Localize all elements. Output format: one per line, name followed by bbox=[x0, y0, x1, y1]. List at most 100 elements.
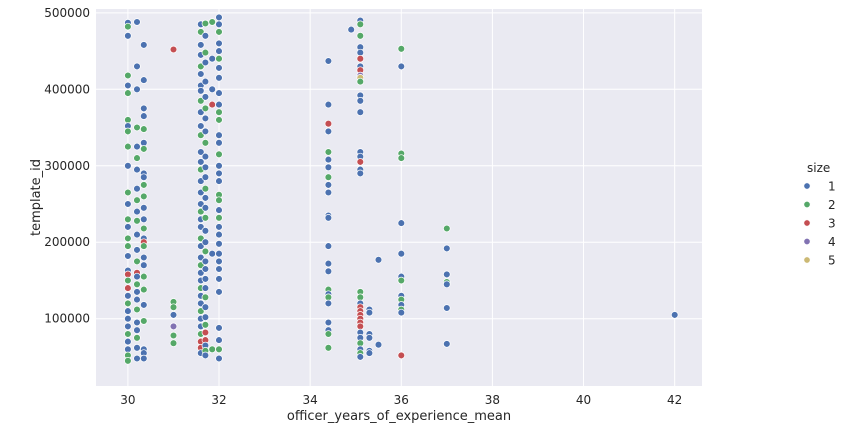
scatter-point bbox=[215, 116, 223, 124]
scatter-point bbox=[201, 114, 210, 123]
scatter-point bbox=[124, 284, 132, 292]
scatter-point bbox=[201, 173, 210, 181]
scatter-point bbox=[140, 354, 148, 363]
scatter-point bbox=[324, 267, 333, 276]
scatter-point bbox=[201, 321, 210, 329]
scatter-point bbox=[201, 293, 210, 302]
scatter-point bbox=[140, 215, 148, 224]
scatter-point bbox=[133, 344, 141, 352]
scatter-point bbox=[201, 247, 210, 256]
scatter-point bbox=[201, 194, 210, 202]
scatter-point bbox=[133, 165, 141, 174]
scatter-point bbox=[356, 108, 365, 116]
scatter-point bbox=[140, 204, 148, 212]
scatter-point bbox=[201, 32, 210, 40]
scatter-point bbox=[356, 32, 365, 40]
scatter-point bbox=[133, 154, 141, 162]
scatter-point bbox=[201, 214, 210, 222]
scatter-point bbox=[443, 304, 451, 312]
scatter-point bbox=[133, 334, 141, 342]
scatter-point bbox=[215, 196, 223, 204]
scatter-point bbox=[197, 41, 205, 49]
x-tick-label: 40 bbox=[576, 393, 591, 407]
scatter-point bbox=[201, 284, 210, 292]
y-tick-label: 400000 bbox=[44, 82, 90, 96]
scatter-point bbox=[215, 39, 223, 48]
scatter-point bbox=[133, 184, 141, 193]
scatter-point bbox=[124, 242, 132, 250]
scatter-point bbox=[374, 256, 383, 264]
plot-background bbox=[96, 9, 702, 386]
x-tick-label: 38 bbox=[485, 393, 500, 407]
scatter-point bbox=[201, 257, 210, 266]
scatter-point bbox=[215, 47, 223, 55]
scatter-point bbox=[124, 330, 132, 338]
scatter-point bbox=[124, 357, 132, 365]
scatter-point bbox=[215, 108, 223, 116]
scatter-point bbox=[124, 276, 132, 285]
scatter-point bbox=[133, 207, 141, 216]
scatter-point bbox=[324, 344, 333, 352]
scatter-point bbox=[124, 337, 132, 346]
scatter-point bbox=[365, 308, 374, 317]
x-tick-label: 36 bbox=[394, 393, 409, 407]
x-tick-labels: 30 32 34 36 38 40 42 bbox=[120, 393, 682, 407]
y-axis-label: template_id bbox=[29, 159, 44, 236]
scatter-point bbox=[124, 32, 132, 40]
scatter-point bbox=[324, 100, 333, 109]
scatter-point bbox=[356, 97, 365, 105]
legend-marker bbox=[803, 256, 811, 264]
scatter-point bbox=[215, 324, 223, 332]
scatter-point bbox=[140, 261, 148, 269]
scatter-point bbox=[201, 265, 210, 273]
scatter-point bbox=[124, 307, 132, 315]
scatter-point bbox=[124, 200, 132, 208]
scatter-point bbox=[397, 154, 406, 162]
scatter-point bbox=[133, 217, 141, 225]
scatter-point bbox=[133, 62, 141, 71]
scatter-point bbox=[133, 288, 141, 296]
scatter-point bbox=[356, 158, 365, 166]
legend-entries: 1 2 3 4 5 bbox=[803, 180, 836, 268]
scatter-point bbox=[324, 259, 333, 268]
scatter-point bbox=[201, 48, 210, 57]
scatter-point bbox=[215, 288, 223, 296]
scatter-point bbox=[347, 25, 355, 34]
scatter-point bbox=[140, 285, 148, 294]
scatter-point bbox=[201, 303, 210, 311]
scatter-point bbox=[201, 93, 210, 101]
scatter-point bbox=[201, 275, 210, 283]
scatter-point bbox=[133, 305, 141, 314]
scatter-point bbox=[140, 301, 148, 309]
legend-marker bbox=[803, 219, 811, 227]
scatter-point bbox=[215, 89, 223, 97]
scatter-point bbox=[124, 292, 132, 300]
scatter-point bbox=[140, 41, 148, 49]
scatter-point bbox=[324, 148, 333, 156]
y-tick-label: 200000 bbox=[44, 235, 90, 249]
x-tick-label: 30 bbox=[120, 393, 135, 407]
legend: size 1 2 3 4 5 bbox=[803, 161, 836, 268]
scatter-point bbox=[215, 265, 223, 273]
scatter-point bbox=[215, 54, 223, 63]
scatter-point bbox=[133, 257, 141, 266]
scatter-point bbox=[208, 249, 216, 258]
scatter-point bbox=[215, 206, 223, 214]
scatter-point bbox=[215, 336, 223, 344]
scatter-point bbox=[443, 244, 451, 253]
legend-label: 5 bbox=[828, 254, 836, 268]
scatter-point bbox=[215, 177, 223, 185]
scatter-point bbox=[140, 192, 148, 201]
scatter-point bbox=[365, 349, 374, 357]
scatter-point bbox=[215, 74, 223, 82]
scatter-point bbox=[324, 330, 333, 338]
scatter-point bbox=[124, 162, 132, 170]
scatter-point bbox=[324, 155, 333, 164]
y-tick-label: 100000 bbox=[44, 312, 90, 326]
scatter-point bbox=[133, 246, 141, 254]
scatter-point bbox=[169, 311, 178, 319]
scatter-point bbox=[197, 87, 205, 95]
scatter-point bbox=[208, 100, 216, 109]
scatter-point bbox=[133, 85, 141, 94]
